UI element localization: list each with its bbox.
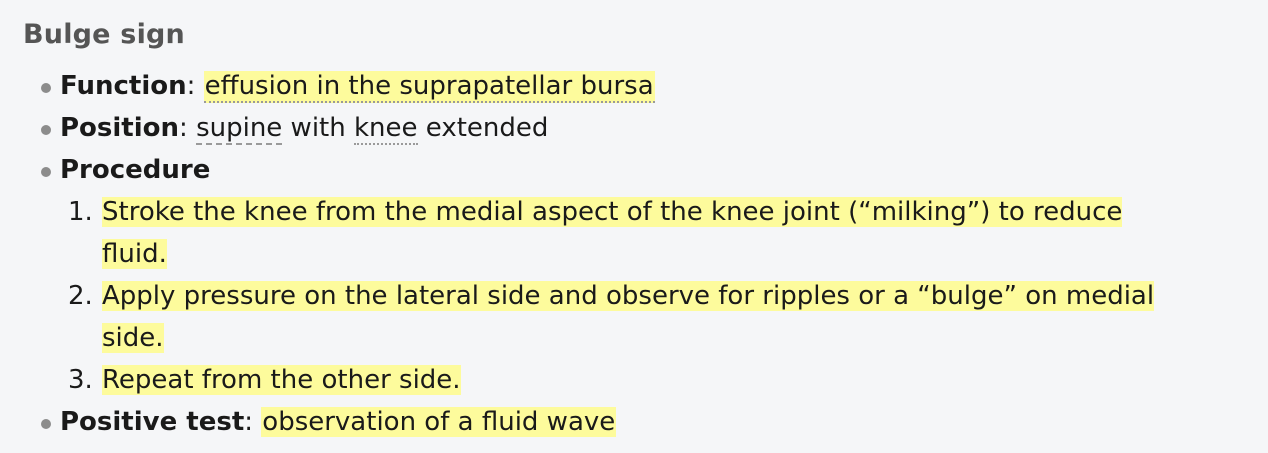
bullet-icon [41, 419, 51, 429]
positive-test-separator: : [244, 407, 254, 437]
step-text-line2: fluid. [102, 233, 1222, 275]
step-3-highlight: Repeat from the other side. [102, 365, 461, 395]
position-label: Position [60, 113, 180, 143]
positive-test-text: Positive test: observation of a fluid wa… [60, 401, 617, 443]
procedure-text: Procedure [60, 149, 210, 191]
step-2-highlight-cont: side. [102, 323, 164, 353]
step-1-highlight-cont: fluid. [102, 239, 167, 269]
position-separator: : [179, 113, 188, 143]
position-term-supine[interactable]: supine [196, 113, 283, 145]
step-number: 1. [68, 197, 93, 227]
step-text-line1: Stroke the knee from the medial aspect o… [102, 191, 1222, 233]
step-text-line2: side. [102, 317, 1222, 359]
position-term-knee[interactable]: knee [354, 113, 418, 145]
position-text-extended: extended [417, 113, 549, 143]
step-1-highlight: Stroke the knee from the medial aspect o… [102, 197, 1123, 227]
bullet-icon [41, 125, 51, 135]
function-text: Function: effusion in the suprapatellar … [60, 65, 655, 107]
function-separator: : [186, 71, 196, 101]
position-text-with: with [282, 113, 354, 143]
function-label: Function [60, 71, 187, 101]
positive-test-value: observation of a fluid wave [261, 407, 617, 437]
step-number: 2. [68, 281, 93, 311]
section-title: Bulge sign [23, 19, 185, 50]
function-value[interactable]: effusion in the suprapatellar bursa [203, 71, 655, 103]
step-text-line1: Repeat from the other side. [102, 359, 1222, 401]
bullet-icon [41, 167, 51, 177]
bullet-icon [41, 83, 51, 93]
position-text: Position: supine with knee extended [60, 107, 548, 149]
procedure-label: Procedure [60, 155, 211, 185]
step-text-line1: Apply pressure on the lateral side and o… [102, 275, 1222, 317]
positive-test-label: Positive test [60, 407, 245, 437]
step-2-highlight: Apply pressure on the lateral side and o… [102, 281, 1155, 311]
step-number: 3. [68, 365, 93, 395]
